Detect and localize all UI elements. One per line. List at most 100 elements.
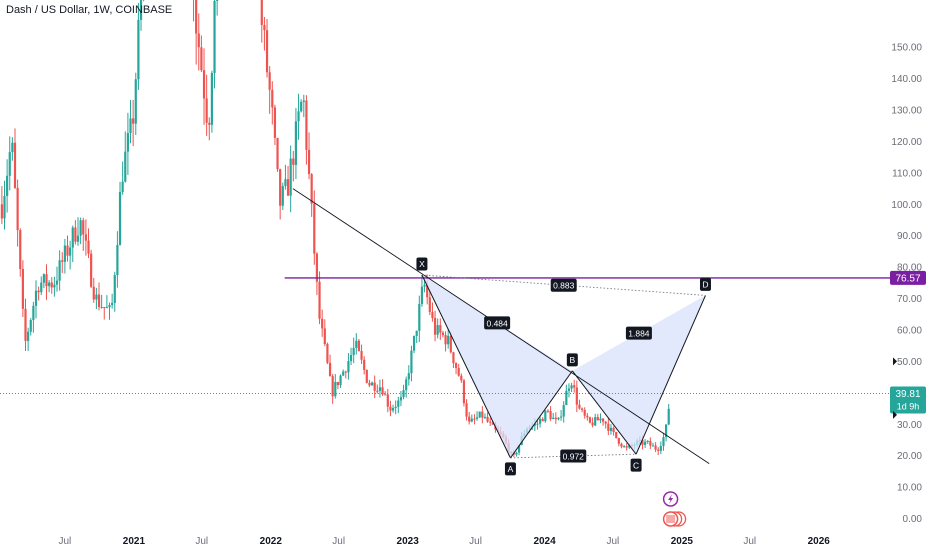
candle-body — [32, 305, 35, 321]
candle — [129, 99, 132, 144]
candle — [607, 418, 610, 436]
candle — [410, 345, 413, 382]
candle — [433, 310, 437, 342]
candle — [61, 252, 64, 273]
point-label-text: C — [633, 460, 639, 470]
candle-body — [13, 142, 17, 188]
candle — [457, 363, 460, 377]
candle — [79, 217, 82, 245]
candle-body — [344, 371, 347, 373]
candle-body — [321, 318, 324, 329]
candle-body — [554, 417, 557, 420]
candle-body — [622, 446, 626, 448]
candle — [460, 373, 463, 383]
candle-body — [61, 260, 64, 262]
x-tick-label: 2022 — [260, 536, 283, 547]
candle — [412, 335, 416, 354]
candle-body — [365, 369, 368, 383]
candle-body — [260, 0, 263, 25]
candle-body — [29, 320, 32, 332]
candle — [339, 374, 342, 388]
candle-body — [599, 418, 602, 421]
candle — [265, 18, 269, 78]
candle-body — [397, 400, 400, 407]
x-tick-label: 2026 — [808, 536, 831, 547]
candle-body — [441, 332, 445, 336]
candle-body — [331, 376, 334, 397]
candle-body — [349, 354, 353, 362]
candle-body — [76, 235, 80, 242]
candle-body — [16, 187, 19, 231]
candle — [213, 0, 216, 89]
candle — [462, 378, 466, 407]
candle — [116, 231, 119, 288]
candle-body — [462, 380, 466, 404]
candle — [286, 165, 290, 196]
candle — [360, 344, 363, 365]
candle — [24, 298, 27, 351]
pattern-leg-xa — [421, 274, 511, 459]
x-tick-label: Jul — [195, 536, 208, 547]
candle-body — [97, 294, 101, 308]
candle — [420, 275, 424, 307]
candle — [431, 302, 434, 322]
candle — [193, 0, 195, 22]
candle-body — [79, 220, 82, 236]
candle — [646, 440, 649, 444]
candle — [470, 414, 473, 423]
candle — [66, 235, 69, 262]
candle — [105, 295, 108, 309]
ratio-label-bg — [550, 278, 577, 292]
y-tick-label: 10.00 — [897, 483, 922, 494]
candle-body — [370, 382, 374, 386]
y-tick-label: 90.00 — [897, 231, 922, 242]
candle — [315, 252, 319, 296]
candle — [475, 411, 479, 421]
candle-body — [439, 325, 442, 333]
candle-body — [617, 438, 620, 444]
candle — [651, 442, 655, 447]
candle — [216, 0, 219, 16]
candle-body — [90, 253, 93, 287]
pattern-fill-bcd — [572, 295, 706, 455]
candle — [313, 190, 316, 265]
candle-body — [302, 100, 305, 102]
candle-body — [612, 427, 615, 433]
candle — [583, 407, 586, 419]
candle-body — [55, 280, 59, 285]
candle-body — [583, 409, 586, 416]
candle-body — [95, 294, 98, 300]
candle — [197, 13, 200, 71]
candle — [617, 437, 620, 447]
point-label-bg — [699, 277, 711, 291]
candle-body — [118, 191, 122, 245]
candle — [103, 306, 106, 320]
pattern-leg-cd — [635, 295, 706, 455]
candle — [407, 365, 410, 386]
candle — [349, 347, 353, 366]
candle-body — [601, 418, 605, 422]
candle — [0, 186, 3, 225]
candle-body — [594, 417, 597, 426]
y-tick-label: 150.00 — [891, 43, 922, 54]
candle — [74, 220, 77, 245]
candle — [381, 379, 384, 397]
ratio-label-bg — [625, 326, 652, 340]
candle — [489, 417, 492, 426]
candle — [386, 388, 389, 413]
ratio-label: 0.883 — [550, 278, 577, 292]
candle-body — [489, 421, 492, 423]
candle-body — [268, 72, 271, 90]
candle — [32, 301, 35, 333]
candle-body — [654, 445, 657, 450]
ratio-label-text: 0.484 — [486, 318, 508, 328]
candle-body — [342, 371, 345, 376]
candle — [276, 137, 279, 172]
candle — [483, 413, 487, 420]
candle-body — [410, 350, 413, 374]
candle — [578, 399, 581, 410]
candle — [205, 74, 208, 136]
candle — [580, 407, 584, 413]
candle — [667, 403, 670, 426]
